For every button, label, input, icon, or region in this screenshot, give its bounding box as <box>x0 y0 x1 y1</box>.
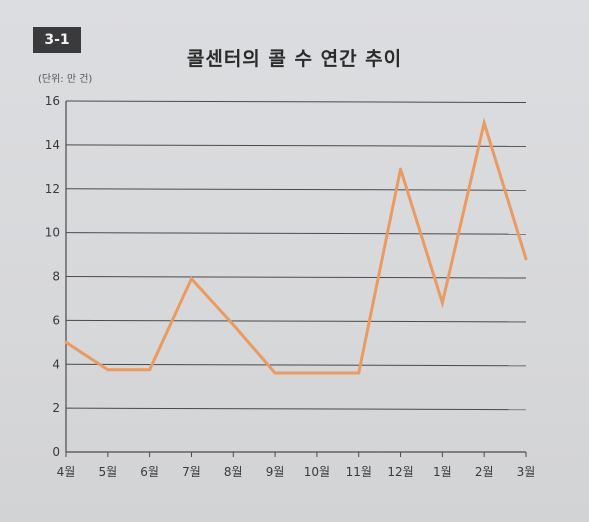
gridline-4 <box>65 363 527 367</box>
y-tick-label: 10 <box>45 226 60 240</box>
x-tick-label: 3월 <box>517 465 536 479</box>
y-tick-label: 6 <box>52 313 60 327</box>
y-tick-label: 16 <box>45 94 60 108</box>
x-axis-ticks: 4월 5월 6월 7월 8월 9월 10월 11월 12월 1월 2월 3월 <box>57 452 536 479</box>
data-point <box>399 167 402 171</box>
figure-number-badge: 3-1 <box>33 27 81 53</box>
data-point <box>315 371 319 375</box>
y-axis-ticks: 0 2 4 6 8 10 12 14 16 <box>45 94 60 459</box>
gridline-10 <box>65 232 527 235</box>
data-point <box>357 371 361 375</box>
data-point <box>524 257 528 261</box>
gridline-6 <box>65 319 527 323</box>
data-point <box>231 323 235 327</box>
series-group <box>64 117 528 375</box>
data-point <box>482 121 486 125</box>
x-tick-label: 11월 <box>346 465 372 479</box>
x-tick-label: 6월 <box>140 465 159 479</box>
y-tick-label: 4 <box>52 357 60 371</box>
x-tick-label: 4월 <box>57 465 76 479</box>
x-tick-label: 2월 <box>475 465 494 479</box>
chart-title: 콜센터의 콜 수 연간 추이 <box>186 48 403 70</box>
gridline-2 <box>65 407 527 411</box>
y-tick-label: 2 <box>52 401 60 415</box>
y-tick-label: 8 <box>52 270 60 284</box>
y-tick-label: 0 <box>52 445 60 459</box>
x-tick-label: 5월 <box>98 465 117 479</box>
data-point <box>190 277 193 281</box>
data-point <box>148 368 152 372</box>
unit-label: (단위: 만 건) <box>38 74 93 85</box>
gridline-16 <box>65 100 527 103</box>
data-point <box>106 368 110 372</box>
data-point <box>64 340 68 344</box>
gridline-8 <box>65 276 527 279</box>
x-tick-label: 7월 <box>182 465 201 479</box>
gridline-14 <box>65 144 527 147</box>
data-point <box>440 301 444 305</box>
x-tick-label: 1월 <box>433 465 452 479</box>
y-tick-label: 14 <box>45 138 60 152</box>
x-tick-label: 12월 <box>387 465 413 479</box>
data-point <box>273 371 277 375</box>
x-tick-label: 8월 <box>224 465 243 479</box>
series-line <box>65 117 528 375</box>
gridline-12 <box>65 188 527 191</box>
y-tick-label: 12 <box>45 182 60 196</box>
x-tick-label: 9월 <box>266 465 285 479</box>
gridlines <box>65 100 527 453</box>
x-tick-label: 10월 <box>304 465 330 479</box>
